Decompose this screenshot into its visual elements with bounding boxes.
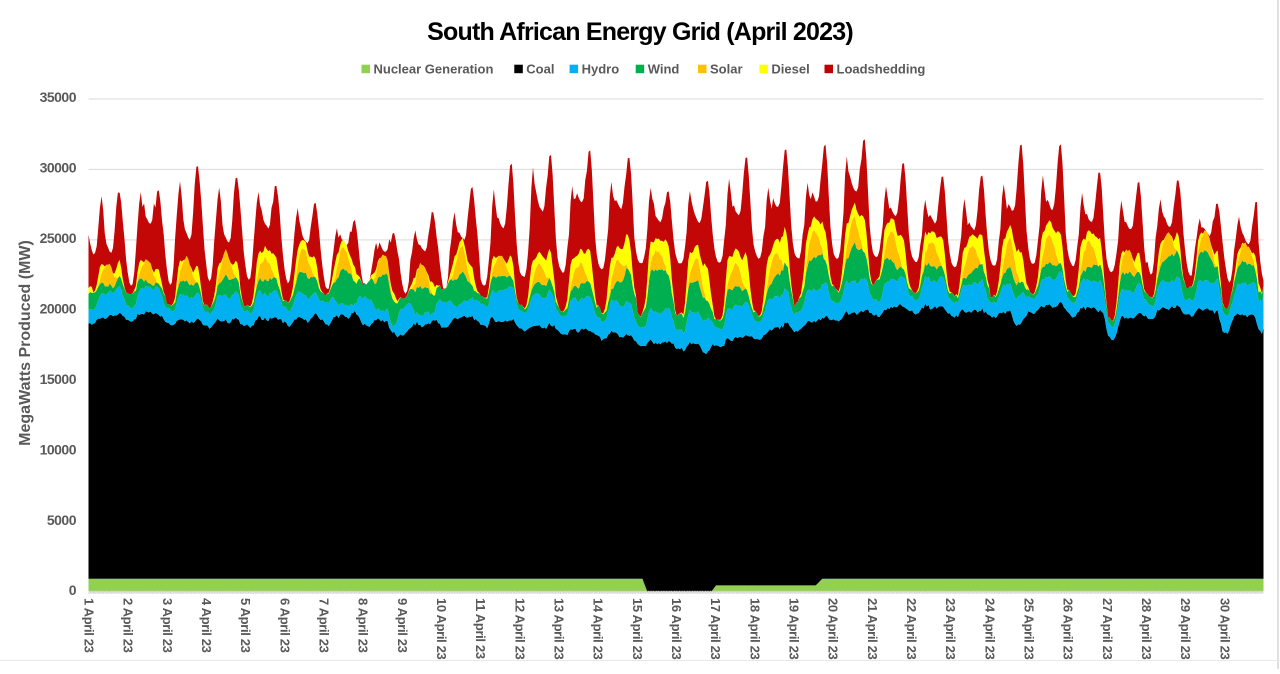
svg-text:18 April 23: 18 April 23 <box>747 598 762 660</box>
svg-text:1 April 23: 1 April 23 <box>82 598 97 653</box>
svg-text:25000: 25000 <box>40 230 77 246</box>
svg-text:Nuclear Generation: Nuclear Generation <box>374 62 494 77</box>
svg-text:30000: 30000 <box>40 160 77 176</box>
svg-text:15 April 23: 15 April 23 <box>630 598 645 660</box>
svg-text:16 April 23: 16 April 23 <box>669 598 684 660</box>
svg-text:Hydro: Hydro <box>582 62 620 77</box>
svg-text:25 April 23: 25 April 23 <box>1022 598 1037 660</box>
svg-text:6 April 23: 6 April 23 <box>277 598 292 653</box>
svg-text:5 April 23: 5 April 23 <box>238 598 253 653</box>
svg-text:29 April 23: 29 April 23 <box>1178 598 1193 660</box>
svg-text:Wind: Wind <box>648 62 680 77</box>
svg-text:10 April 23: 10 April 23 <box>434 598 449 660</box>
svg-text:24 April 23: 24 April 23 <box>982 598 997 660</box>
svg-text:20 April 23: 20 April 23 <box>826 598 841 660</box>
svg-text:0: 0 <box>69 582 77 598</box>
svg-text:12 April 23: 12 April 23 <box>512 598 527 660</box>
svg-text:14 April 23: 14 April 23 <box>591 598 606 660</box>
svg-text:20000: 20000 <box>40 301 77 317</box>
svg-text:11 April 23: 11 April 23 <box>473 598 488 659</box>
svg-text:Solar: Solar <box>710 62 743 77</box>
svg-text:13 April 23: 13 April 23 <box>552 598 567 660</box>
svg-text:South African Energy Grid (Apr: South African Energy Grid (April 2023) <box>427 18 853 46</box>
svg-text:7 April 23: 7 April 23 <box>317 598 332 653</box>
svg-text:10000: 10000 <box>40 441 77 457</box>
svg-text:5000: 5000 <box>47 512 77 528</box>
svg-text:19 April 23: 19 April 23 <box>787 598 802 660</box>
svg-text:4 April 23: 4 April 23 <box>199 598 214 653</box>
svg-text:35000: 35000 <box>40 89 77 105</box>
svg-text:28 April 23: 28 April 23 <box>1139 598 1154 660</box>
svg-text:Loadshedding: Loadshedding <box>837 62 926 77</box>
svg-text:21 April 23: 21 April 23 <box>865 598 880 660</box>
svg-text:27 April 23: 27 April 23 <box>1100 598 1115 660</box>
svg-text:30 April 23: 30 April 23 <box>1217 598 1232 660</box>
svg-text:26 April 23: 26 April 23 <box>1061 598 1076 660</box>
svg-text:15000: 15000 <box>40 371 77 387</box>
svg-text:9 April 23: 9 April 23 <box>395 598 410 653</box>
svg-text:3 April 23: 3 April 23 <box>160 598 175 653</box>
svg-text:8 April 23: 8 April 23 <box>356 598 371 653</box>
svg-text:Coal: Coal <box>526 62 554 77</box>
svg-text:Diesel: Diesel <box>771 62 809 77</box>
svg-text:2 April 23: 2 April 23 <box>121 598 136 653</box>
svg-text:MegaWatts Produced (MW): MegaWatts Produced (MW) <box>17 240 34 446</box>
svg-text:17 April 23: 17 April 23 <box>708 598 723 660</box>
svg-text:23 April 23: 23 April 23 <box>943 598 958 660</box>
svg-text:22 April 23: 22 April 23 <box>904 598 919 660</box>
